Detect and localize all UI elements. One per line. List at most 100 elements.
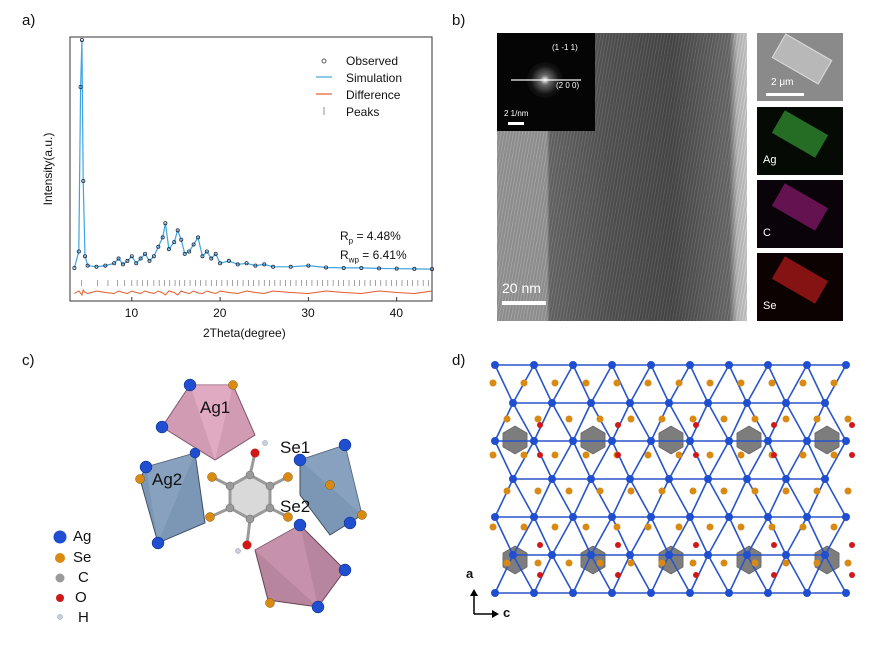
selenium-atom (751, 559, 759, 567)
ag-se-bond (611, 516, 631, 556)
ag-se-bond (785, 364, 808, 404)
ag-se-bond (629, 364, 652, 404)
selenium-atom (751, 415, 759, 423)
silver-atom (647, 361, 655, 369)
map-label-se: Se (763, 300, 777, 312)
selenium-atom (565, 559, 573, 567)
ag-se-bond (707, 402, 730, 442)
selenium-atom (720, 559, 728, 567)
legend-marker-observed (321, 58, 327, 64)
silver-atom (764, 437, 772, 445)
silver-atom (725, 361, 733, 369)
selenium-atom (627, 559, 635, 567)
silver-atom (704, 551, 712, 559)
observed-point (175, 228, 180, 233)
oxygen-atom (849, 422, 855, 428)
oxygen-atom (537, 542, 543, 548)
observed-point (78, 85, 83, 90)
ag-se-bond (689, 364, 709, 404)
ag-se-bond (767, 440, 787, 480)
ag2-polyhedron (139, 452, 206, 544)
ag-se-bond (746, 554, 769, 594)
selenium-atom (813, 415, 821, 423)
observed-point (235, 262, 240, 267)
observed-point (213, 251, 218, 256)
legend-label-o: O (75, 589, 87, 606)
observed-point (187, 249, 192, 254)
selenium-atom (830, 379, 838, 387)
observed-point (179, 237, 184, 242)
silver-atom (743, 399, 751, 407)
ag-se-bond (572, 516, 592, 556)
selenium-atom (737, 379, 745, 387)
plot-frame (69, 36, 433, 302)
silver-atom (626, 475, 634, 483)
silver-atom (803, 437, 811, 445)
observed-point (143, 251, 148, 256)
observed-point (271, 264, 276, 269)
ag-se-bond (707, 440, 730, 480)
silver-atom (548, 551, 556, 559)
selenium-atom (551, 451, 559, 459)
selenium-atom (489, 523, 497, 531)
label-ag1: Ag1 (200, 398, 231, 417)
observed-point (72, 265, 77, 270)
silver-atom (704, 475, 712, 483)
silver-atom (548, 399, 556, 407)
ag-se-bond (533, 516, 553, 556)
x-tick-label: 40 (389, 306, 404, 320)
observed-point (412, 266, 417, 271)
selenium-atom (737, 451, 745, 459)
ag-se-bond (767, 402, 787, 442)
ag-se-bond (650, 478, 670, 518)
silver-atom (821, 475, 829, 483)
silver-atom (569, 361, 577, 369)
selenium-atom (830, 523, 838, 531)
silver-atom (743, 551, 751, 559)
silver-atom (608, 589, 616, 597)
benzene-ring (814, 425, 840, 455)
ag-se-bond (785, 402, 808, 442)
ag-se-bond (650, 364, 670, 404)
ag-se-bond (572, 554, 592, 594)
silver-atom (704, 399, 712, 407)
silver-atom (491, 589, 499, 597)
selenium-atom (782, 415, 790, 423)
observed-point (262, 262, 267, 267)
oxygen-atom (615, 452, 621, 458)
observed-point (103, 263, 108, 268)
observed-point (163, 221, 168, 226)
ag-se-bond (806, 364, 826, 404)
label-se2: Se2 (280, 497, 311, 516)
observed-point (218, 261, 223, 266)
ag-se-bond (533, 554, 553, 594)
eds-map-se: Se (757, 253, 843, 321)
selenium-atom (503, 415, 511, 423)
observed-point (125, 258, 130, 263)
ag-se-bond (824, 554, 847, 594)
ag-se-bond (785, 554, 808, 594)
oxygen-atom (537, 572, 543, 578)
observed-point (377, 266, 382, 271)
oxygen-atom (693, 542, 699, 548)
observed-point (151, 254, 156, 259)
ag-se-bond (590, 516, 613, 556)
carbon-atoms (225, 470, 275, 524)
silver-atom (569, 513, 577, 521)
silver-atom (509, 551, 517, 559)
atom-legend (53, 530, 67, 620)
ag-se-bond (551, 554, 574, 594)
oxygen-atom (615, 422, 621, 428)
ag-se-bond (494, 516, 514, 556)
ag-se-bond (611, 402, 631, 442)
ag-se-bond (767, 554, 787, 594)
ag-se-bond (611, 478, 631, 518)
x-ticks (131, 297, 398, 301)
ag-se-bond (689, 402, 709, 442)
observed-point (429, 267, 434, 272)
observed-point (120, 262, 125, 267)
observed-point (116, 256, 121, 261)
oxygen-atom (771, 422, 777, 428)
ag-se-bond (689, 478, 709, 518)
ag-se-bond (746, 402, 769, 442)
